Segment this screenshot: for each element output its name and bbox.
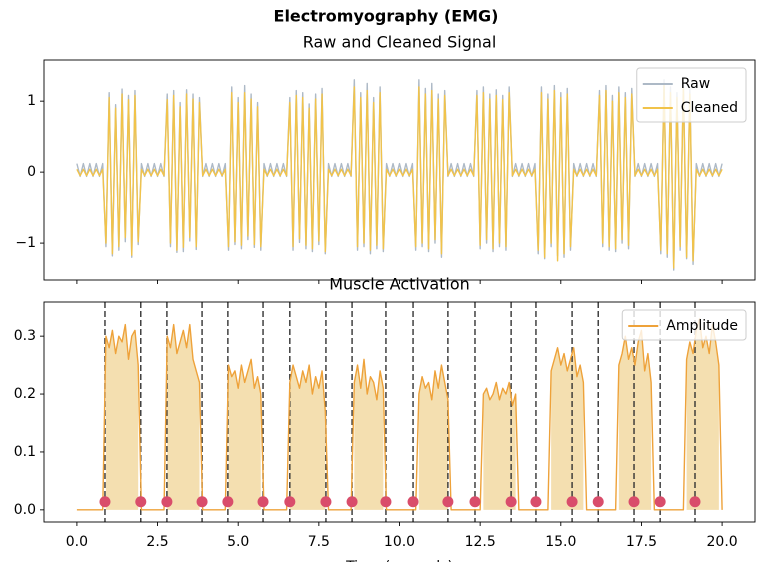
x-tick-label: 15.0 <box>545 534 576 550</box>
onset-dot <box>530 496 542 508</box>
y-tick-label: −1 <box>15 235 36 251</box>
legend: Raw Cleaned <box>636 67 747 123</box>
activation-fill <box>105 324 139 510</box>
legend: Amplitude <box>621 309 747 341</box>
axes-frame <box>43 301 756 523</box>
offset-dot <box>257 496 269 508</box>
activation-fill <box>483 382 516 510</box>
activation-fill <box>418 365 448 510</box>
offset-dot <box>196 496 208 508</box>
legend-label: Raw <box>681 76 710 92</box>
offset-dot <box>320 496 332 508</box>
activation-fill <box>228 359 261 510</box>
y-tick-label: 0.2 <box>14 386 36 402</box>
figure-title: Electromyography (EMG) <box>274 7 499 26</box>
onset-dot <box>654 496 666 508</box>
legend-label: Cleaned <box>681 100 738 116</box>
activation-fill <box>167 324 200 510</box>
y-tick-label: 0.1 <box>14 444 36 460</box>
onset-dot <box>161 496 173 508</box>
y-tick-label: 0.3 <box>14 328 36 344</box>
x-tick-label: 17.5 <box>626 534 657 550</box>
activation-fill <box>618 330 652 510</box>
axes-frame <box>43 59 756 281</box>
offset-dot <box>442 496 454 508</box>
offset-dot <box>628 496 640 508</box>
x-tick-label: 20.0 <box>707 534 738 550</box>
offset-dot <box>380 496 392 508</box>
x-tick-label: 7.5 <box>308 534 330 550</box>
onset-dot <box>222 496 234 508</box>
x-tick-label: 2.5 <box>146 534 168 550</box>
x-tick-label: 5.0 <box>227 534 249 550</box>
x-tick-label: 10.0 <box>384 534 415 550</box>
legend-label: Amplitude <box>666 318 738 334</box>
onset-dot <box>346 496 358 508</box>
y-tick-label: 1 <box>27 93 36 109</box>
legend-box <box>621 309 747 341</box>
onset-dot <box>407 496 419 508</box>
x-axis-label: Time (seconds) <box>345 559 453 562</box>
series-line <box>76 318 723 511</box>
onset-dot <box>284 496 296 508</box>
onset-dot <box>592 496 604 508</box>
y-tick-label: 0.0 <box>14 502 36 518</box>
series-line <box>76 84 723 269</box>
y-tick-label: 0 <box>27 164 36 180</box>
axes-title: Raw and Cleaned Signal <box>303 33 497 52</box>
offset-dot <box>689 496 701 508</box>
activation-fill <box>289 365 326 510</box>
activation-fill <box>551 347 584 510</box>
offset-dot <box>135 496 147 508</box>
offset-dot <box>505 496 517 508</box>
x-tick-label: 0.0 <box>66 534 88 550</box>
onset-dot <box>99 496 111 508</box>
axes-title: Muscle Activation <box>329 275 470 294</box>
offset-dot <box>566 496 578 508</box>
x-tick-label: 12.5 <box>465 534 496 550</box>
onset-dot <box>469 496 481 508</box>
